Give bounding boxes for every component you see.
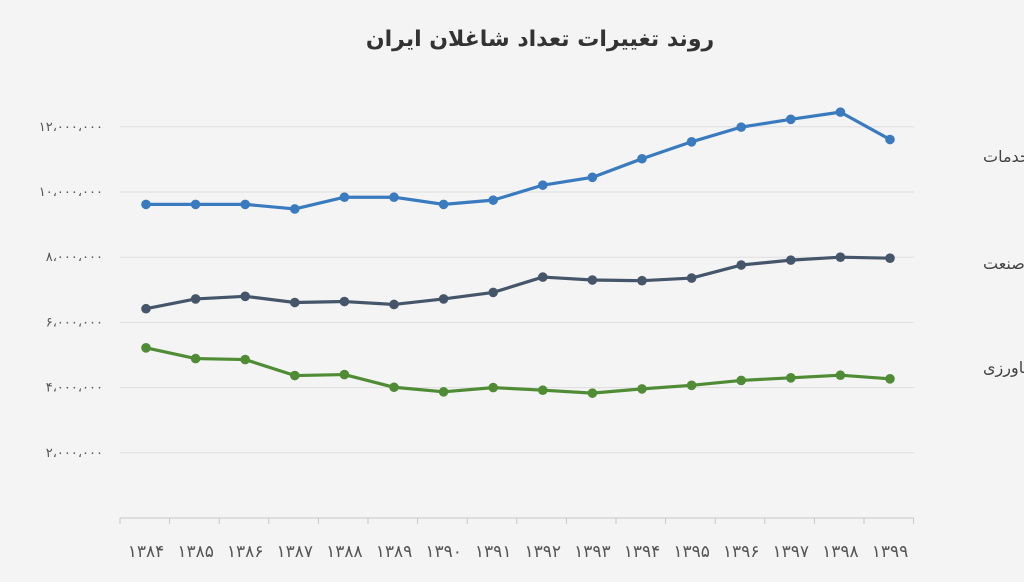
y-tick-label: ۱۰،۰۰۰،۰۰۰: [39, 185, 103, 200]
x-tick-label: ۱۳۸۸: [326, 542, 363, 562]
data-point: [141, 199, 151, 210]
x-tick-label: ۱۳۹۱: [475, 542, 512, 562]
data-point: [686, 273, 697, 283]
data-point: [786, 114, 796, 125]
data-point: [686, 380, 697, 391]
x-tick-label: ۱۳۹۳: [574, 542, 611, 562]
data-point: [736, 122, 746, 132]
series-line: [144, 346, 892, 395]
series-line: [144, 255, 892, 311]
data-point: [587, 275, 598, 285]
data-point: [438, 294, 449, 304]
data-point: [438, 199, 449, 210]
data-point: [240, 291, 250, 302]
data-point: [240, 199, 250, 210]
series-line: [144, 110, 892, 211]
y-tick-label: ۱۲،۰۰۰،۰۰۰: [39, 120, 103, 135]
y-axis-tick-labels: ۲،۰۰۰،۰۰۰ ۴،۰۰۰،۰۰۰ ۶،۰۰۰،۰۰۰ ۸،۰۰۰،۰۰۰ ۱۰،۰…: [39, 120, 103, 461]
data-point: [339, 296, 350, 307]
series-0: [141, 107, 895, 214]
data-point: [538, 385, 548, 396]
data-point: [885, 134, 895, 145]
data-point: [290, 370, 300, 381]
x-tick-label: ۱۳۸۶: [227, 542, 264, 562]
data-point: [637, 275, 647, 286]
data-point: [190, 294, 201, 304]
data-point: [141, 303, 151, 314]
x-tick-label: ۱۳۸۵: [177, 542, 214, 562]
data-point: [835, 370, 846, 381]
chart-title: روند تغییرات تعداد شاغلان ایران: [366, 27, 714, 52]
data-point: [587, 172, 598, 183]
data-point: [786, 373, 796, 383]
x-tick-label: ۱۳۸۹: [376, 542, 413, 562]
y-tick-label: ۴،۰۰۰،۰۰۰: [46, 381, 103, 396]
x-tick-label: ۱۳۹۹: [872, 542, 909, 562]
x-tick-label: ۱۳۸۷: [277, 542, 314, 562]
data-point: [488, 287, 499, 298]
y-tick-label: ۶،۰۰۰،۰۰۰: [46, 315, 103, 330]
series-1: [141, 252, 895, 314]
y-tick-label: ۸،۰۰۰،۰۰۰: [46, 250, 103, 265]
data-point: [290, 297, 300, 308]
series-label: کشاورزی: [983, 358, 1024, 378]
data-point: [438, 387, 449, 397]
data-point: [686, 136, 697, 147]
data-point: [786, 255, 796, 265]
x-tick-label: ۱۳۸۴: [128, 542, 165, 562]
data-point: [835, 107, 846, 117]
data-point: [885, 253, 895, 263]
data-point: [488, 195, 499, 205]
x-axis-tick-labels: ۱۳۸۴ ۱۳۸۵ ۱۳۸۶ ۱۳۸۷ ۱۳۸۸ ۱۳۸۹ ۱۳۹۰ ۱۳۹۱ ۱۳۹۲ ۱۳۹۳…: [128, 542, 909, 562]
data-point: [637, 384, 647, 394]
series-labels: خدمات صنعت کشاورزی: [983, 147, 1024, 378]
data-point: [190, 353, 201, 364]
data-point: [339, 192, 350, 203]
data-point: [240, 354, 250, 365]
x-tick-label: ۱۳۹۷: [773, 542, 810, 562]
data-point: [290, 204, 300, 214]
series-label: صنعت: [983, 254, 1024, 273]
x-tick-label: ۱۳۹۴: [624, 542, 661, 562]
data-point: [141, 343, 151, 353]
x-tick-label: ۱۳۹۶: [723, 542, 760, 562]
x-tick-label: ۱۳۹۰: [425, 542, 462, 562]
data-point: [538, 272, 548, 282]
data-point: [389, 192, 399, 203]
data-point: [538, 180, 548, 190]
data-point: [389, 299, 399, 310]
grid-lines: [120, 126, 914, 454]
x-tick-label: ۱۳۹۲: [525, 542, 562, 562]
data-point: [339, 369, 350, 380]
x-axis: [119, 517, 915, 524]
data-point: [389, 382, 399, 393]
data-point: [885, 373, 895, 384]
series-2: [141, 343, 895, 398]
data-point: [190, 199, 201, 210]
series-lines: [141, 107, 895, 398]
data-point: [637, 153, 647, 164]
y-tick-label: ۲،۰۰۰،۰۰۰: [46, 446, 103, 461]
data-point: [736, 375, 746, 386]
data-point: [488, 382, 499, 393]
x-tick-label: ۱۳۹۸: [822, 542, 859, 562]
series-label: خدمات: [983, 147, 1024, 166]
data-point: [587, 388, 598, 398]
x-tick-label: ۱۳۹۵: [673, 542, 710, 562]
data-point: [835, 252, 846, 262]
data-point: [736, 260, 746, 270]
